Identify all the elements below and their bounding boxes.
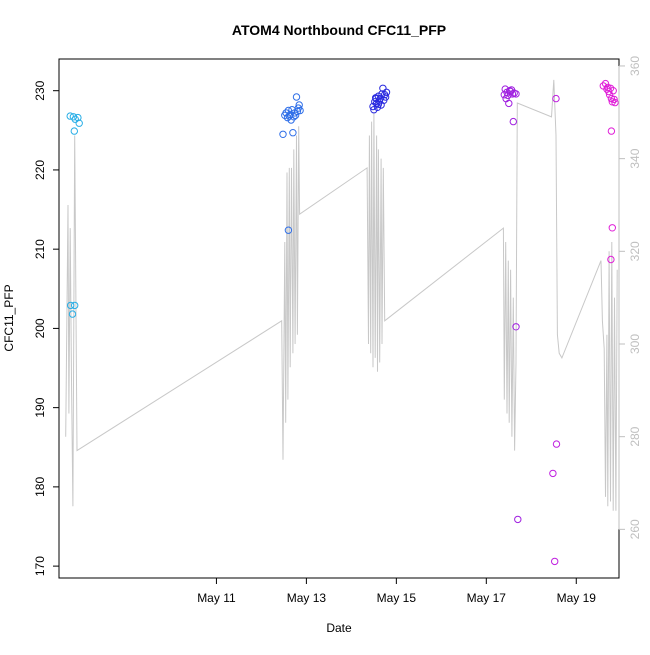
y-tick-label-6: 230 xyxy=(33,80,47,100)
y2-tick-label-5: 360 xyxy=(628,56,642,76)
data-point-1-13 xyxy=(292,93,301,101)
line-series-layer xyxy=(65,79,618,511)
data-point-1-10 xyxy=(290,113,298,121)
data-point-0-7 xyxy=(71,301,79,310)
y-tick-label-4: 210 xyxy=(33,239,47,259)
y2-tick-label-4: 340 xyxy=(628,148,642,168)
data-point-5-14 xyxy=(607,255,615,264)
data-point-1-16 xyxy=(295,101,303,109)
points-layer xyxy=(66,79,619,566)
y-tick-label-0: 170 xyxy=(33,556,47,576)
data-point-5-9 xyxy=(609,87,617,95)
data-point-3-5 xyxy=(505,99,513,108)
y-tick-label-2: 190 xyxy=(33,397,47,417)
x-tick-label-3: May 17 xyxy=(467,591,507,605)
data-point-1-6 xyxy=(286,110,294,119)
y2-tick-label-3: 320 xyxy=(628,241,642,261)
data-point-0-1 xyxy=(69,113,78,121)
y-axis-label: CFC11_PFP xyxy=(2,284,16,351)
data-point-2-17 xyxy=(374,100,383,108)
data-point-1-9 xyxy=(289,129,297,137)
line-series xyxy=(65,79,618,511)
data-point-0-4 xyxy=(75,119,83,127)
x-axis: May 11 May 13 May 15 May 17 May 19 xyxy=(197,577,597,605)
data-point-1-0 xyxy=(279,130,287,139)
data-point-5-11 xyxy=(611,98,619,107)
y2-tick-label-1: 280 xyxy=(628,426,642,446)
data-point-3-11 xyxy=(512,90,520,98)
data-point-5-12 xyxy=(607,127,616,135)
data-point-4-2 xyxy=(552,440,561,448)
y2-tick-label-0: 260 xyxy=(628,519,642,539)
y-tick-label-1: 180 xyxy=(33,477,47,497)
y2-axis: 260 280 300 320 340 360 xyxy=(618,56,642,539)
data-point-3-14 xyxy=(514,515,522,524)
data-point-1-12 xyxy=(291,111,300,120)
data-point-4-0 xyxy=(552,94,560,103)
x-tick-label-2: May 15 xyxy=(377,591,417,605)
data-point-4-3 xyxy=(551,557,559,566)
data-point-3-13 xyxy=(512,323,520,331)
y2-tick-label-2: 300 xyxy=(628,334,642,354)
x-tick-label-4: May 19 xyxy=(557,591,597,605)
plot-area xyxy=(58,58,620,579)
data-point-0-3 xyxy=(74,113,82,122)
data-point-0-5 xyxy=(70,127,79,135)
data-point-1-15 xyxy=(294,104,302,112)
y-axis: 170 180 190 200 210 220 230 xyxy=(33,80,60,576)
chart-title: ATOM4 Northbound CFC11_PFP xyxy=(232,22,446,38)
data-point-0-8 xyxy=(68,310,77,318)
data-point-5-13 xyxy=(608,224,616,232)
data-point-5-10 xyxy=(610,95,618,104)
data-point-1-18 xyxy=(284,226,293,234)
x-axis-label: Date xyxy=(326,621,352,635)
x-tick-label-0: May 11 xyxy=(197,591,236,605)
y-tick-label-3: 200 xyxy=(33,318,47,338)
data-point-5-1 xyxy=(601,79,610,88)
data-point-2-15 xyxy=(382,88,391,97)
data-point-2-14 xyxy=(381,93,390,101)
data-point-1-4 xyxy=(284,106,293,115)
data-point-1-17 xyxy=(296,106,304,115)
data-point-3-12 xyxy=(509,117,517,126)
x-tick-label-1: May 13 xyxy=(287,591,327,605)
data-point-0-6 xyxy=(67,301,75,310)
y-tick-label-5: 220 xyxy=(33,160,47,180)
data-point-4-1 xyxy=(549,469,557,478)
